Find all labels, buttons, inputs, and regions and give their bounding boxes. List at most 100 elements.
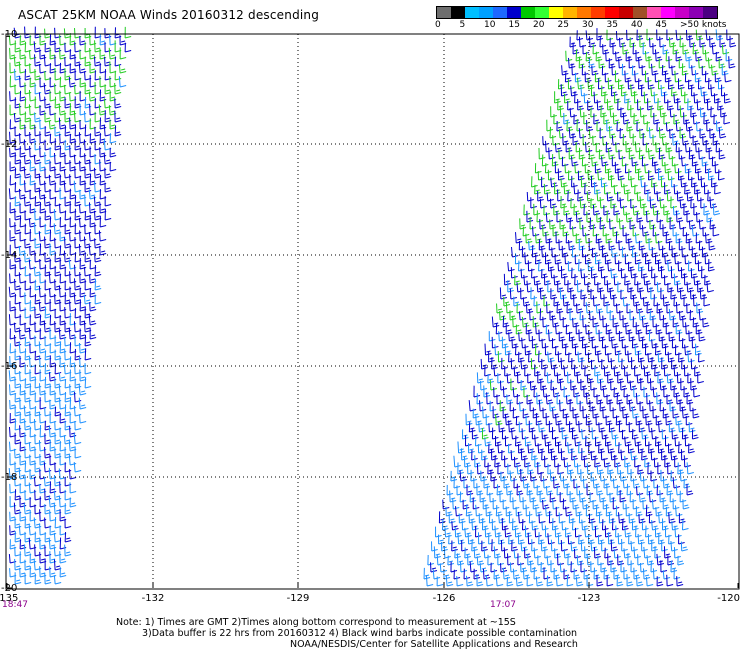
wind-barb xyxy=(627,574,633,586)
wind-barb xyxy=(521,469,527,481)
legend-swatch xyxy=(549,7,563,18)
wind-barb xyxy=(79,414,86,423)
wind-barb xyxy=(75,446,81,458)
wind-barb xyxy=(444,547,450,558)
wind-barb xyxy=(512,540,518,551)
wind-barb xyxy=(477,574,483,586)
wind-barb xyxy=(511,247,518,257)
wind-barb xyxy=(649,331,655,341)
wind-barb xyxy=(632,429,638,439)
wind-barb xyxy=(454,456,461,467)
wind-barb xyxy=(574,183,581,194)
wind-barb xyxy=(505,345,511,355)
wind-barb xyxy=(705,275,711,285)
wind-barb xyxy=(562,427,568,439)
wind-barb xyxy=(595,456,601,467)
wind-barb xyxy=(652,428,659,439)
wind-barb xyxy=(541,380,547,390)
wind-barb xyxy=(547,575,553,586)
wind-barb xyxy=(65,545,71,556)
wind-barb xyxy=(496,323,502,334)
wind-barb xyxy=(713,204,720,215)
wind-barb xyxy=(458,463,464,474)
wind-barb xyxy=(90,328,96,339)
legend-label: 20 xyxy=(533,20,544,30)
wind-barb xyxy=(661,560,667,572)
wind-barb xyxy=(569,147,575,159)
map-gridlines xyxy=(7,34,738,588)
wind-barb xyxy=(95,265,101,276)
legend-swatch xyxy=(507,7,521,18)
wind-barb xyxy=(669,309,676,320)
wind-barb xyxy=(85,348,91,360)
legend-label: 15 xyxy=(509,20,520,30)
lat-label: -18 xyxy=(1,472,17,483)
wind-barb xyxy=(623,479,630,488)
wind-barb xyxy=(690,35,696,47)
wind-barb xyxy=(676,120,683,131)
wind-barb xyxy=(512,428,519,439)
wind-barb xyxy=(655,546,661,558)
wind-barb xyxy=(619,512,626,523)
wind-barb xyxy=(85,377,91,388)
wind-barb xyxy=(729,56,736,68)
wind-barb xyxy=(647,485,653,495)
wind-barb xyxy=(679,220,686,229)
wind-barb xyxy=(486,575,493,586)
wind-barb xyxy=(527,575,533,586)
legend-label: 45 xyxy=(656,20,667,30)
wind-barb xyxy=(629,239,636,250)
wind-barb xyxy=(679,168,685,180)
wind-barb xyxy=(482,428,488,439)
wind-barb xyxy=(95,279,101,290)
wind-barb xyxy=(74,433,81,444)
wind-barb xyxy=(671,470,677,481)
legend-swatch xyxy=(689,7,703,18)
map-frame xyxy=(6,34,739,589)
wind-barb xyxy=(699,330,705,341)
wind-barb xyxy=(633,225,639,236)
wind-barb xyxy=(645,344,651,355)
wind-barb xyxy=(672,156,678,166)
wind-barb xyxy=(627,394,633,404)
legend-swatch xyxy=(535,7,549,18)
wind-barb xyxy=(679,147,685,159)
legend-swatch xyxy=(451,7,465,18)
wind-barb xyxy=(631,469,637,481)
wind-barb xyxy=(587,463,594,474)
wind-barb xyxy=(519,352,525,362)
wind-barb xyxy=(527,281,534,292)
wind-barb xyxy=(713,225,719,236)
wind-barb xyxy=(119,76,126,87)
wind-barb xyxy=(537,302,543,313)
wind-barbs-layer xyxy=(9,27,736,586)
wind-barb xyxy=(708,190,714,201)
wind-barb xyxy=(496,505,502,516)
wind-barb xyxy=(85,363,91,374)
wind-barb xyxy=(579,259,585,271)
wind-barb xyxy=(622,520,628,530)
wind-barb xyxy=(539,239,545,250)
wind-barb xyxy=(597,484,604,495)
wind-barb xyxy=(579,330,585,341)
wind-barb xyxy=(536,413,542,425)
wind-barb xyxy=(606,142,612,152)
wind-barb xyxy=(523,477,530,488)
wind-barb xyxy=(635,366,641,376)
legend-label: >50 knots xyxy=(680,20,727,30)
wind-barb xyxy=(65,519,71,528)
wind-barb xyxy=(730,36,736,47)
legend-swatch xyxy=(633,7,647,18)
wind-barb xyxy=(631,267,638,278)
pass-time-left: 18:47 xyxy=(2,600,28,610)
wind-barb xyxy=(426,575,433,586)
wind-barb xyxy=(570,218,576,229)
wind-barb xyxy=(549,330,556,341)
lon-label: -132 xyxy=(142,593,165,604)
wind-barb xyxy=(486,504,492,516)
wind-barb xyxy=(668,100,674,110)
wind-barb xyxy=(508,464,514,474)
wind-barb xyxy=(492,317,499,327)
pass-time-right: 17:07 xyxy=(490,600,516,610)
wind-barb xyxy=(468,533,475,544)
